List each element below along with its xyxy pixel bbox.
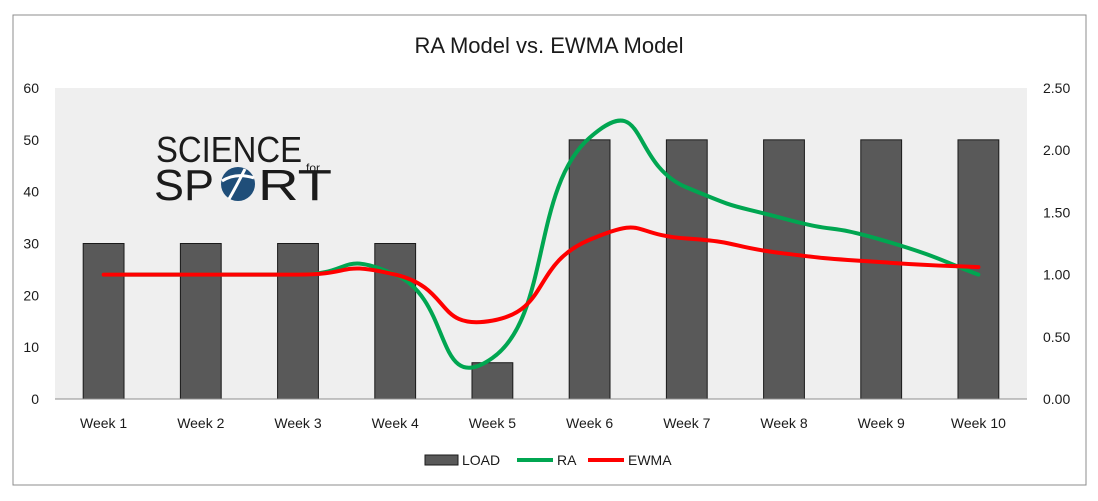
- y-left-tick-label: 20: [23, 287, 39, 303]
- bar-load-8: [763, 139, 805, 400]
- y-right-tick-label: 2.00: [1043, 142, 1070, 158]
- x-tick-label: Week 10: [951, 415, 1006, 431]
- y-left-tick-label: 60: [23, 80, 39, 96]
- x-tick-label: Week 6: [566, 415, 613, 431]
- legend-item-ra: RA: [517, 452, 577, 468]
- y-right-tick-label: 2.50: [1043, 80, 1070, 96]
- x-tick-label: Week 2: [177, 415, 224, 431]
- x-tick-label: Week 3: [274, 415, 321, 431]
- logo-line1: SCIENCE: [156, 129, 302, 170]
- science-for-sport-logo: SCIENCE for SP RT: [154, 129, 332, 210]
- y-left-tick-label: 10: [23, 339, 39, 355]
- bar-load-6: [568, 139, 611, 400]
- y-right-tick-label: 0.00: [1043, 391, 1070, 407]
- y-right-tick-label: 1.50: [1043, 204, 1070, 220]
- x-tick-label: Week 7: [663, 415, 710, 431]
- axes: 0 10 20 30 40 50 60 0.00 0.50 1.00 1.50 2.00 2.50 Wee…: [23, 80, 1070, 431]
- line-series: [101, 118, 981, 370]
- logo-line2b: RT: [258, 161, 332, 210]
- x-tick-label: Week 1: [80, 415, 127, 431]
- logo-line2a: SP: [154, 161, 214, 210]
- x-tick-label: Week 9: [858, 415, 905, 431]
- bar-load-7: [665, 139, 708, 400]
- legend: LOAD RA EWMA: [424, 452, 672, 468]
- y-right-tick-label: 0.50: [1043, 329, 1070, 345]
- legend-item-ewma: EWMA: [588, 452, 672, 468]
- chart-title: RA Model vs. EWMA Model: [415, 33, 684, 58]
- x-tick-label: Week 4: [372, 415, 419, 431]
- bar-load-1: [82, 243, 125, 400]
- legend-swatch-load: [424, 454, 459, 466]
- y-left-tick-label: 40: [23, 184, 39, 200]
- line-ewma: [101, 225, 981, 325]
- legend-label-load: LOAD: [462, 452, 500, 468]
- legend-label-ra: RA: [557, 452, 577, 468]
- bar-load-9: [860, 139, 903, 400]
- ball-icon: [221, 167, 255, 201]
- y-left-tick-label: 50: [23, 132, 39, 148]
- bar-load-5: [471, 362, 514, 400]
- y-right-tick-label: 1.00: [1043, 267, 1070, 283]
- y-left-tick-label: 30: [23, 236, 39, 252]
- bar-load-3: [277, 243, 319, 400]
- x-tick-label: Week 5: [469, 415, 516, 431]
- y-left-tick-label: 0: [31, 391, 39, 407]
- bar-load-2: [179, 243, 222, 400]
- legend-item-load: LOAD: [424, 452, 500, 468]
- x-tick-label: Week 8: [760, 415, 807, 431]
- logo-small-text: for: [306, 161, 320, 175]
- legend-label-ewma: EWMA: [628, 452, 672, 468]
